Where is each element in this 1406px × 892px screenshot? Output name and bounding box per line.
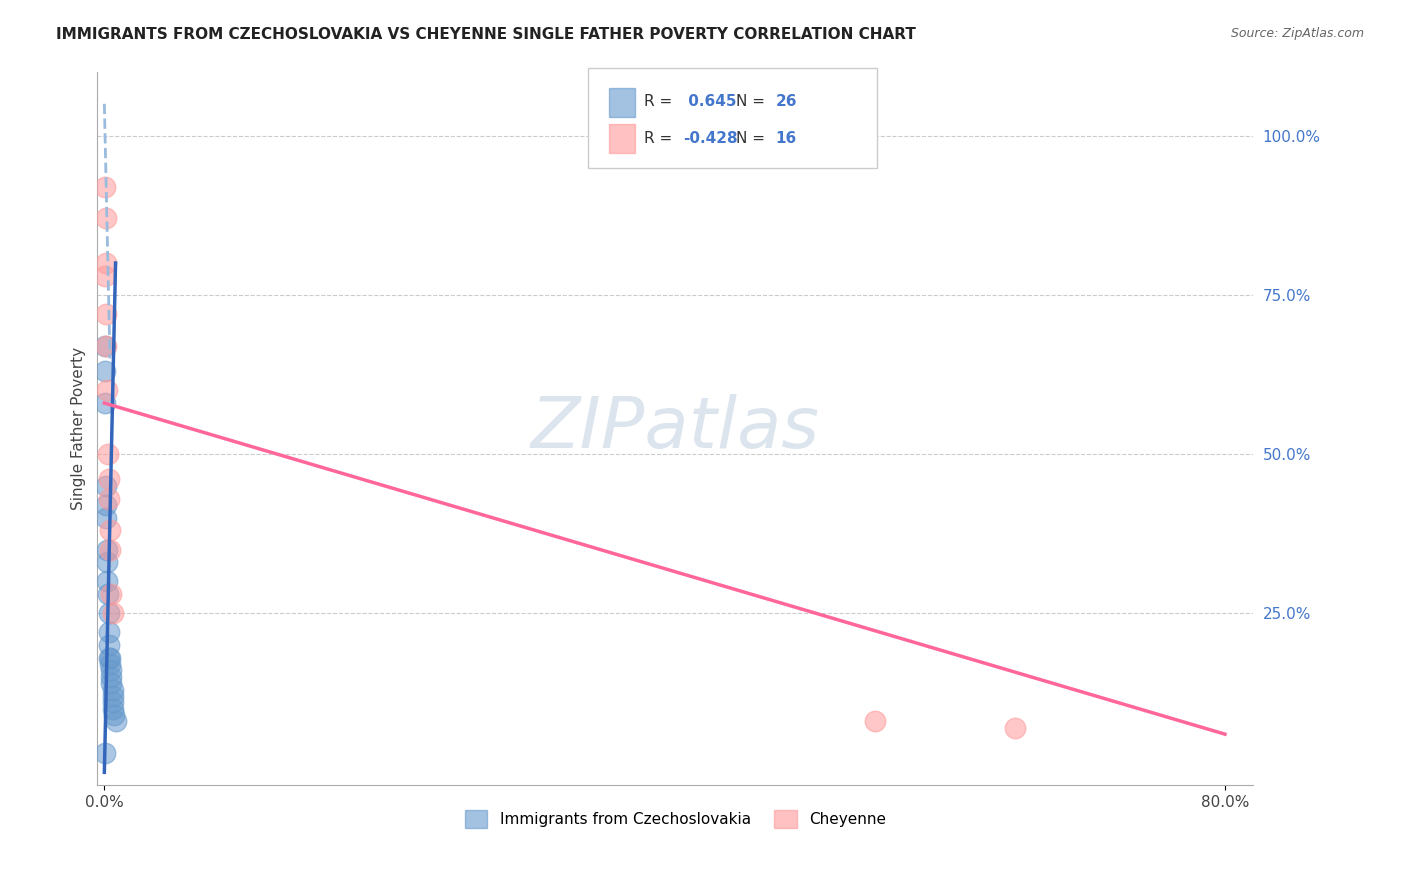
Text: R =: R = <box>644 131 678 145</box>
Point <box>94 479 117 493</box>
Text: ZIPatlas: ZIPatlas <box>530 394 820 463</box>
Point <box>98 650 121 665</box>
Point <box>98 657 121 672</box>
Text: 0.645: 0.645 <box>683 95 737 110</box>
Point <box>94 339 117 353</box>
Point <box>96 339 118 353</box>
Bar <box>609 124 634 153</box>
Point <box>101 695 124 709</box>
Point <box>101 606 124 620</box>
Text: -0.428: -0.428 <box>683 131 738 145</box>
Text: N =: N = <box>737 131 770 145</box>
Text: Source: ZipAtlas.com: Source: ZipAtlas.com <box>1230 27 1364 40</box>
Point <box>101 682 124 697</box>
Point <box>94 396 117 410</box>
Text: 26: 26 <box>776 95 797 110</box>
Legend: Immigrants from Czechoslovakia, Cheyenne: Immigrants from Czechoslovakia, Cheyenne <box>458 804 891 835</box>
Point <box>94 307 117 321</box>
Point <box>94 268 117 283</box>
Point <box>98 650 121 665</box>
Point <box>96 542 118 557</box>
Point <box>104 714 127 729</box>
Point <box>97 447 120 461</box>
Point <box>94 746 117 760</box>
Point <box>96 384 118 398</box>
Y-axis label: Single Father Poverty: Single Father Poverty <box>72 347 86 510</box>
Point <box>94 364 117 378</box>
Point <box>97 587 120 601</box>
Point <box>1004 721 1026 735</box>
Point <box>101 689 124 703</box>
Point <box>97 638 120 652</box>
Bar <box>609 88 634 117</box>
Point <box>97 625 120 640</box>
Point <box>94 211 117 226</box>
Point <box>863 714 886 729</box>
Point <box>103 708 125 723</box>
Point <box>98 542 121 557</box>
Text: N =: N = <box>737 95 770 110</box>
Point <box>100 670 122 684</box>
Text: R =: R = <box>644 95 678 110</box>
Point <box>100 664 122 678</box>
Point <box>100 587 122 601</box>
Point <box>97 606 120 620</box>
Point <box>96 574 118 589</box>
Point <box>101 701 124 715</box>
Point <box>100 676 122 690</box>
Point <box>96 555 118 569</box>
FancyBboxPatch shape <box>589 69 877 169</box>
Point <box>96 510 118 524</box>
Point <box>94 256 117 270</box>
Point <box>98 524 121 538</box>
Text: IMMIGRANTS FROM CZECHOSLOVAKIA VS CHEYENNE SINGLE FATHER POVERTY CORRELATION CHA: IMMIGRANTS FROM CZECHOSLOVAKIA VS CHEYEN… <box>56 27 917 42</box>
Point <box>97 473 120 487</box>
Point <box>94 498 117 512</box>
Text: 16: 16 <box>776 131 797 145</box>
Point <box>97 491 120 506</box>
Point <box>94 179 117 194</box>
